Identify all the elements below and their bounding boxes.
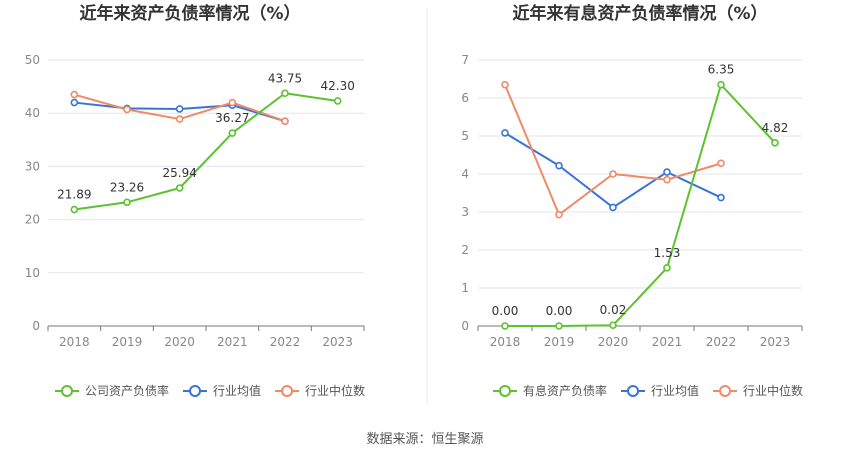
data-point — [175, 115, 184, 123]
data-label: 25.94 — [162, 166, 196, 180]
data-label: 0.00 — [546, 304, 573, 318]
data-label: 36.27 — [215, 111, 249, 125]
data-label: 0.00 — [492, 304, 519, 318]
legend-item-label: 公司资产负债率 — [85, 383, 169, 398]
data-label: 23.26 — [110, 180, 144, 194]
data-point — [501, 129, 509, 137]
data-point — [609, 203, 617, 212]
data-point — [663, 264, 671, 272]
y-tick-label: 2 — [461, 243, 469, 257]
legend-swatch-marker — [281, 385, 294, 397]
data-point — [70, 98, 79, 107]
data-point — [228, 98, 237, 107]
data-point — [175, 105, 184, 113]
x-tick-label: 2023 — [322, 335, 353, 349]
data-point — [123, 198, 131, 207]
x-tick-label: 2019 — [544, 335, 575, 349]
data-label: 1.53 — [654, 246, 681, 260]
chart-title-1: 近年来资产负债率情况（%） — [79, 3, 300, 24]
x-tick-label: 2019 — [112, 335, 143, 349]
data-point — [175, 184, 184, 192]
y-tick-label: 0 — [461, 319, 469, 333]
x-tick-label: 2021 — [217, 335, 248, 349]
y-tick-label: 30 — [25, 159, 40, 173]
data-source-label: 数据来源：恒生聚源 — [366, 432, 484, 447]
series-line — [74, 92, 338, 211]
data-point — [228, 129, 237, 137]
y-tick-label: 20 — [25, 213, 40, 227]
y-tick-label: 0 — [32, 319, 40, 333]
data-point — [281, 89, 289, 98]
legend-item-label: 行业均值 — [651, 383, 699, 398]
data-label: 0.02 — [600, 303, 627, 317]
series-line — [505, 83, 776, 327]
legend-swatch-marker — [189, 385, 202, 397]
data-point — [555, 210, 563, 219]
x-tick-label: 2020 — [598, 335, 629, 349]
data-point — [123, 105, 131, 114]
y-tick-label: 50 — [25, 53, 40, 67]
y-tick-label: 40 — [25, 106, 40, 120]
legend-item-label: 行业中位数 — [743, 383, 803, 398]
data-point — [663, 168, 671, 176]
data-point — [555, 322, 563, 330]
data-point — [501, 322, 509, 330]
x-tick-label: 2021 — [652, 335, 683, 349]
y-tick-label: 4 — [461, 167, 469, 181]
x-tick-label: 2022 — [706, 335, 737, 349]
x-tick-label: 2020 — [164, 335, 195, 349]
data-label: 4.82 — [762, 121, 789, 135]
legend-swatch-marker — [61, 385, 73, 397]
y-tick-label: 10 — [25, 266, 40, 280]
legend-item-label: 有息资产负债率 — [523, 383, 607, 398]
y-tick-label: 7 — [461, 53, 469, 67]
data-point — [717, 80, 725, 89]
data-label: 6.35 — [708, 63, 735, 77]
data-label: 42.30 — [320, 79, 354, 93]
data-point — [609, 170, 617, 178]
x-tick-label: 2022 — [270, 335, 301, 349]
data-point — [717, 193, 725, 202]
data-point — [717, 159, 725, 168]
x-tick-label: 2018 — [59, 335, 90, 349]
y-tick-label: 3 — [461, 205, 469, 219]
data-label: 43.75 — [268, 71, 302, 85]
legend-swatch-marker — [499, 385, 511, 397]
y-tick-label: 1 — [461, 281, 469, 295]
data-point — [555, 161, 563, 170]
data-label: 21.89 — [57, 188, 91, 202]
chart-title-2: 近年来有息资产负债率情况（%） — [512, 3, 767, 24]
legend-swatch-marker — [719, 385, 732, 397]
data-point — [70, 205, 79, 214]
data-point — [609, 321, 617, 330]
x-tick-label: 2023 — [760, 335, 791, 349]
data-point — [281, 117, 289, 125]
y-tick-label: 6 — [461, 91, 469, 105]
legend-item-label: 行业均值 — [213, 383, 261, 398]
data-point — [70, 90, 79, 99]
data-point — [501, 80, 509, 89]
y-tick-label: 5 — [461, 129, 469, 143]
legend-item-label: 行业中位数 — [305, 383, 365, 398]
legend-swatch-marker — [627, 385, 640, 397]
data-point — [771, 139, 779, 147]
x-tick-label: 2018 — [490, 335, 521, 349]
data-point — [663, 175, 671, 184]
data-point — [333, 97, 342, 105]
